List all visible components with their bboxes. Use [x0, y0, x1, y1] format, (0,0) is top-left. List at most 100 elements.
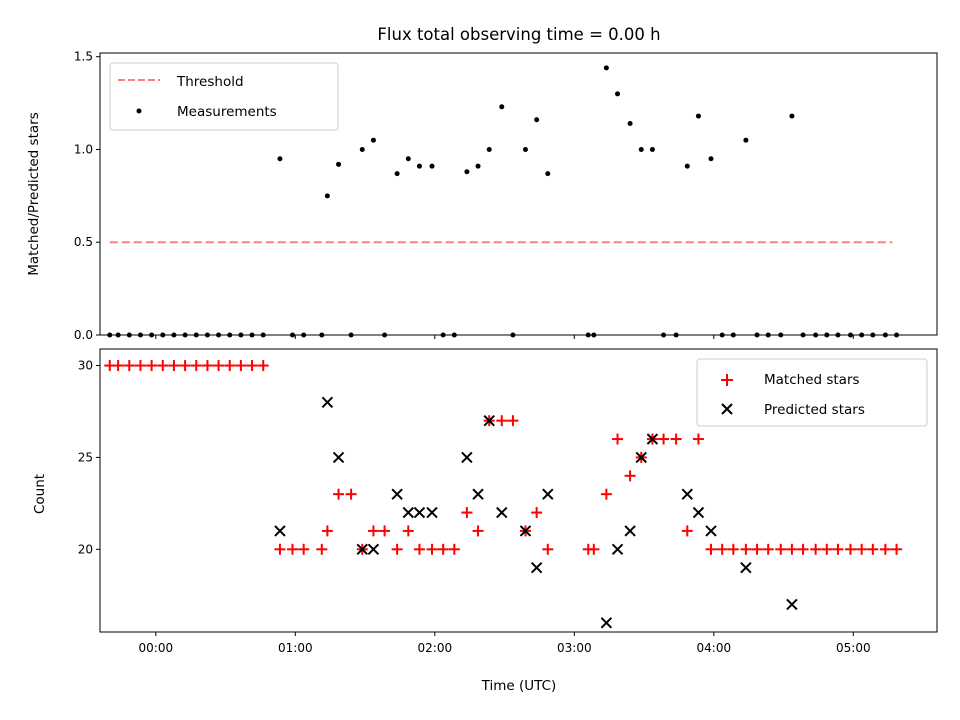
top-axes-frame — [99, 52, 938, 336]
matched-star-point — [379, 525, 391, 537]
bottom-legend-box — [696, 358, 928, 427]
matched-star-point — [786, 543, 798, 555]
matched-star-point — [246, 360, 258, 372]
measurement-point — [499, 104, 505, 110]
bottom-legend: Matched stars Predicted stars — [696, 358, 928, 427]
matched-star-point — [146, 360, 158, 372]
measurement-point — [848, 332, 854, 338]
y-tick-label: 0.0 — [74, 328, 93, 342]
top-legend: Threshold Measurements — [109, 62, 339, 131]
matched-star-point — [845, 543, 857, 555]
matched-star-point — [879, 543, 891, 555]
top-legend-box — [109, 62, 339, 131]
matched-star-point — [891, 543, 903, 555]
legend-predicted-swatch — [721, 403, 733, 415]
top-series — [107, 65, 900, 338]
matched-star-point — [112, 360, 124, 372]
measurement-point — [545, 171, 551, 177]
measurement-point — [370, 137, 376, 143]
y-tick-label: 25 — [78, 450, 93, 464]
measurement-point — [719, 332, 725, 338]
measurement-point — [182, 332, 188, 338]
matched-star-point — [496, 415, 508, 427]
matched-star-point — [448, 543, 460, 555]
matched-star-point — [235, 360, 247, 372]
predicted-star-point — [635, 451, 647, 464]
measurement-point — [451, 332, 457, 338]
measurement-point — [800, 332, 806, 338]
measurement-point — [249, 332, 255, 338]
legend-matched-label: Matched stars — [764, 372, 860, 388]
measurement-point — [382, 332, 388, 338]
measurement-point — [661, 332, 667, 338]
measurement-point — [204, 332, 210, 338]
y-tick-label: 20 — [78, 542, 93, 556]
predicted-star-point — [391, 488, 403, 500]
measurement-point — [649, 146, 655, 152]
top-panel: Matched/Predicted stars 0.0 0.5 1.0 1.5 Thr… — [26, 50, 938, 342]
matched-star-point — [413, 543, 425, 555]
y-tick-label: 1.0 — [74, 142, 93, 156]
measurement-point — [591, 332, 597, 338]
measurement-point — [754, 332, 760, 338]
matched-star-point — [224, 360, 236, 372]
bottom-y-axis-label: Count — [32, 474, 48, 514]
legend-measurements-label: Measurements — [177, 104, 277, 120]
matched-star-point — [298, 543, 310, 555]
measurement-point — [216, 332, 222, 338]
x-axis-label: Time (UTC) — [481, 678, 557, 694]
matched-star-point — [257, 360, 269, 372]
measurement-point — [730, 332, 736, 338]
matched-star-point — [531, 507, 543, 519]
measurement-point — [440, 332, 446, 338]
matched-star-point — [316, 543, 328, 555]
predicted-star-point — [624, 525, 636, 537]
matched-star-point — [287, 543, 299, 555]
measurement-point — [160, 332, 166, 338]
predicted-star-point — [402, 506, 415, 519]
measurement-point — [405, 156, 411, 162]
matched-star-point — [797, 543, 809, 555]
bottom-x-ticks: 00:00 01:00 02:00 03:00 04:00 05:00 — [139, 632, 871, 655]
measurement-point — [429, 163, 435, 169]
measurement-point — [238, 332, 244, 338]
matched-star-point — [740, 543, 752, 555]
matched-star-point — [168, 360, 180, 372]
predicted-star-point — [274, 525, 286, 537]
matched-star-point — [810, 543, 822, 555]
predicted-star-point — [496, 506, 508, 519]
measurement-point — [301, 332, 307, 338]
predicted-star-point — [483, 414, 495, 427]
y-tick-label: 30 — [78, 359, 93, 373]
measurement-point — [290, 332, 296, 338]
measurement-point — [416, 163, 422, 169]
matched-star-point — [472, 525, 484, 537]
x-tick-label: 01:00 — [278, 641, 313, 655]
predicted-star-point — [332, 451, 345, 464]
predicted-star-point — [705, 525, 717, 537]
y-tick-label: 1.5 — [74, 50, 93, 64]
predicted-star-point — [786, 598, 798, 611]
measurement-point — [765, 332, 771, 338]
x-tick-label: 00:00 — [139, 641, 174, 655]
matched-star-point — [670, 433, 682, 445]
predicted-star-point — [530, 561, 543, 574]
measurement-point — [171, 332, 177, 338]
matched-star-point — [321, 525, 333, 537]
measurement-point — [126, 332, 132, 338]
measurement-point — [486, 146, 492, 152]
measurement-point — [615, 91, 621, 97]
x-tick-label: 03:00 — [557, 641, 592, 655]
matched-star-point — [832, 543, 844, 555]
matched-star-point — [402, 525, 414, 537]
predicted-star-point — [472, 488, 484, 500]
measurement-point — [336, 161, 342, 167]
measurement-point — [464, 169, 470, 175]
measurement-point — [708, 156, 714, 162]
bottom-y-ticks: 20 25 30 — [78, 359, 100, 556]
measurement-point — [193, 332, 199, 338]
measurement-point — [627, 121, 633, 126]
measurement-point — [824, 332, 830, 338]
